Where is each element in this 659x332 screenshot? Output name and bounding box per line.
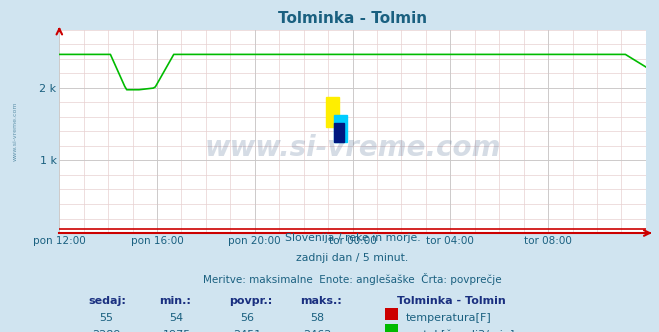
Text: 2451: 2451	[233, 330, 261, 332]
Text: pretok[čevelj3/min]: pretok[čevelj3/min]	[405, 330, 515, 332]
Bar	[334, 123, 345, 142]
Text: 58: 58	[310, 313, 324, 323]
Text: maks.:: maks.:	[300, 296, 341, 306]
Text: www.si-vreme.com: www.si-vreme.com	[204, 134, 501, 162]
Text: 2462: 2462	[303, 330, 331, 332]
Text: sedaj:: sedaj:	[88, 296, 127, 306]
Text: 54: 54	[169, 313, 184, 323]
Text: Meritve: maksimalne  Enote: anglešaške  Črta: povprečje: Meritve: maksimalne Enote: anglešaške Čr…	[203, 273, 502, 285]
Text: min.:: min.:	[159, 296, 191, 306]
Bar	[334, 115, 347, 142]
Text: 1975: 1975	[163, 330, 190, 332]
Text: temperatura[F]: temperatura[F]	[405, 313, 491, 323]
Text: 55: 55	[100, 313, 113, 323]
Text: Tolminka - Tolmin: Tolminka - Tolmin	[397, 296, 505, 306]
Text: 56: 56	[240, 313, 254, 323]
Text: Slovenija / reke in morje.: Slovenija / reke in morje.	[285, 233, 420, 243]
Text: zadnji dan / 5 minut.: zadnji dan / 5 minut.	[297, 253, 409, 263]
Bar	[385, 308, 398, 320]
Bar	[326, 97, 339, 127]
Title: Tolminka - Tolmin: Tolminka - Tolmin	[278, 11, 427, 26]
Bar	[385, 324, 398, 332]
Text: www.si-vreme.com: www.si-vreme.com	[13, 102, 18, 161]
Text: povpr.:: povpr.:	[229, 296, 273, 306]
Text: 2289: 2289	[92, 330, 121, 332]
